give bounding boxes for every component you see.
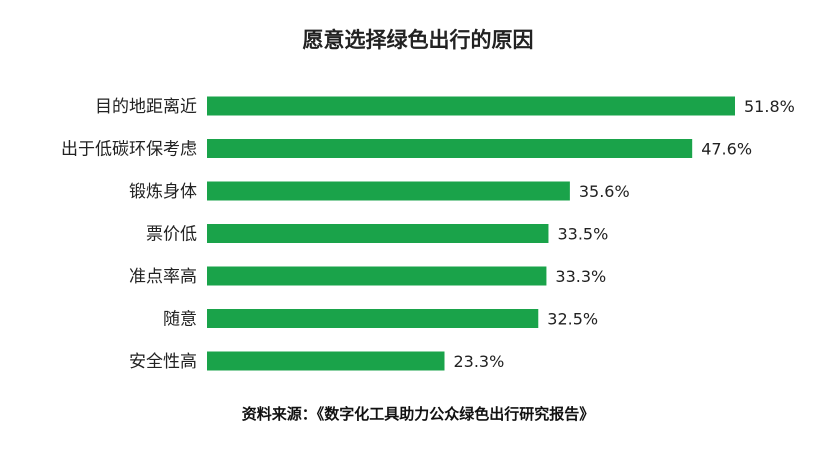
bar [207, 181, 570, 201]
bar [207, 96, 735, 116]
value-label: 33.3% [555, 267, 606, 286]
bar [207, 266, 547, 286]
chart-title: 愿意选择绿色出行的原因 [303, 28, 534, 52]
category-label: 锻炼身体 [129, 182, 197, 202]
category-label: 随意 [163, 310, 197, 330]
bar [207, 139, 693, 158]
value-label: 23.3% [453, 352, 504, 371]
value-label: 32.5% [547, 310, 598, 329]
value-label: 35.6% [579, 182, 630, 201]
bars-group: 目的地距离近 51.8% 出于低碳环保考虑 47.6% 锻炼身体 35.6% 票价低 33.5… [61, 96, 795, 372]
category-label: 安全性高 [129, 352, 197, 372]
category-label: 准点率高 [129, 267, 197, 287]
bar [207, 309, 539, 328]
value-label: 51.8% [744, 97, 795, 116]
category-label: 票价低 [146, 225, 197, 245]
bar [207, 351, 445, 371]
value-label: 47.6% [701, 140, 752, 159]
bar [207, 224, 549, 243]
source-note: 资料来源：《数字化工具助力公众绿色出行研究报告》 [242, 405, 595, 423]
value-label: 33.5% [557, 225, 608, 244]
category-label: 出于低碳环保考虑 [61, 140, 197, 160]
category-label: 目的地距离近 [95, 97, 197, 117]
